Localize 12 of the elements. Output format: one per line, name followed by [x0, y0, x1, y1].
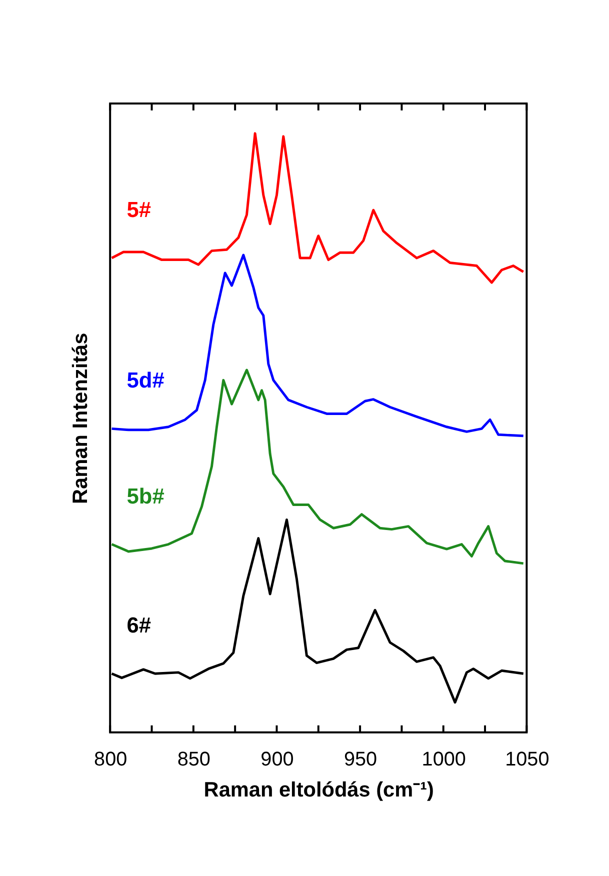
series-label: 5d#	[126, 368, 164, 393]
series-label: 5#	[126, 197, 152, 222]
x-tick-label: 1000	[422, 748, 466, 771]
x-tick-label: 1050	[505, 748, 550, 771]
series-label: 6#	[126, 612, 152, 638]
x-tick-label: 900	[260, 748, 294, 771]
x-tick-label: 800	[94, 748, 128, 771]
x-tick-label: 950	[344, 748, 378, 771]
x-axis-title: Raman eltolódás (cm⁻¹)	[204, 778, 434, 802]
series-label: 5b#	[126, 483, 164, 508]
x-tick-label: 850	[177, 748, 210, 771]
y-axis-title: Raman Intenzitás	[68, 332, 92, 504]
